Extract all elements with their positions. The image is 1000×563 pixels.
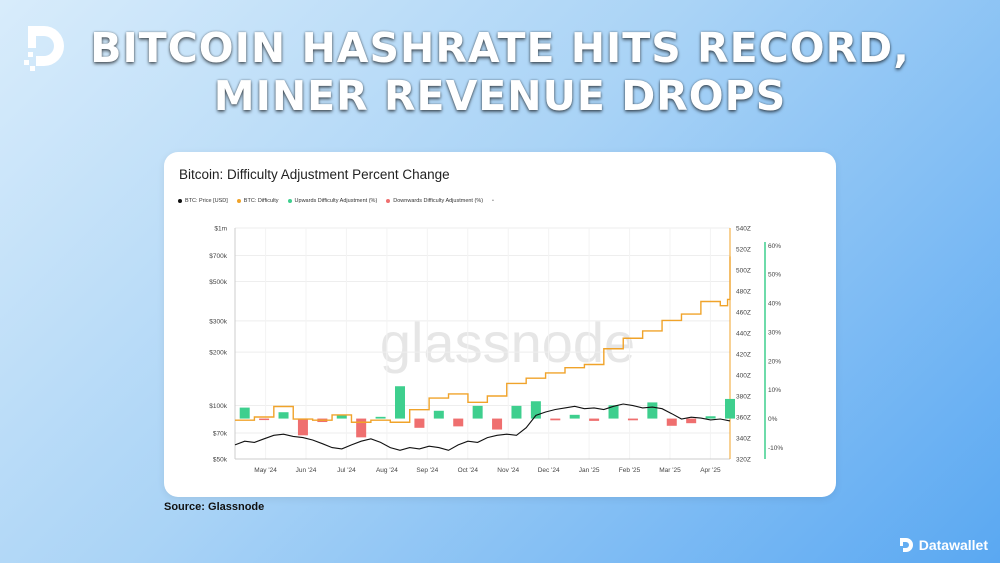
y-right-tick-label: -10% [768, 445, 783, 452]
legend-item-3[interactable]: Downwards Difficulty Adjustment (%) [386, 198, 483, 204]
headline-line-1: BITCOIN HASHRATE HITS RECORD, [90, 24, 910, 72]
adjustment-bar [433, 410, 444, 419]
legend-label: BTC: Difficulty [243, 198, 279, 204]
x-tick-label: Jan '25 [579, 467, 600, 474]
adjustment-bar [472, 405, 483, 419]
x-tick-label: Feb '25 [619, 467, 641, 474]
adjustment-bar [627, 418, 638, 421]
x-tick-label: Nov '24 [497, 467, 519, 474]
y-mid-tick-label: 340Z [736, 436, 751, 443]
datawallet-logo-icon [24, 26, 64, 71]
legend-swatch [386, 199, 391, 203]
adjustment-bar [608, 405, 619, 419]
adjustment-bar [453, 418, 464, 427]
y-mid-tick-label: 320Z [736, 457, 751, 464]
adjustment-bar [239, 407, 250, 419]
y-right-tick-label: 10% [768, 387, 781, 394]
adjustment-bar [414, 418, 425, 428]
x-tick-label: Sep '24 [416, 467, 438, 474]
chart-card: Bitcoin: Difficulty Adjustment Percent C… [164, 152, 836, 497]
legend-swatch [236, 199, 241, 203]
y-right-tick-label: 30% [768, 329, 781, 336]
adjustment-bar [705, 416, 716, 419]
adjustment-bar [686, 418, 697, 424]
x-tick-label: Jul '24 [337, 467, 356, 474]
y-mid-tick-label: 440Z [736, 331, 751, 338]
price-line [234, 403, 731, 451]
x-tick-label: Aug '24 [376, 467, 398, 474]
legend-more[interactable]: • [492, 198, 494, 204]
chart-plot: glassnode $1m $700k $500k $300k $200k $100k $70… [209, 226, 783, 475]
y-left-tick-label: $200k [209, 350, 227, 357]
x-tick-label: Dec '24 [538, 467, 560, 474]
y-mid-tick-label: 420Z [736, 352, 751, 359]
adjustment-bar [647, 402, 658, 419]
adjustment-bar [297, 418, 308, 436]
legend-label: Downwards Difficulty Adjustment (%) [393, 198, 484, 204]
y-right-tick-label: 50% [768, 272, 781, 279]
x-tick-label: Jun '24 [296, 467, 317, 474]
chart-title: Bitcoin: Difficulty Adjustment Percent C… [179, 167, 450, 182]
y-right-tick-label: 20% [768, 358, 781, 365]
legend-label: Upwards Difficulty Adjustment (%) [294, 198, 378, 204]
y-mid-tick-label: 380Z [736, 394, 751, 401]
chart-legend: BTC: Price [USD] BTC: Difficulty Upwards D… [178, 198, 494, 204]
y-mid-tick-label: 360Z [736, 415, 751, 422]
adjustment-bar [589, 418, 600, 421]
adjustment-bar [725, 398, 735, 419]
y-mid-tick-label: 460Z [736, 310, 751, 317]
y-left-tick-label: $1m [214, 226, 227, 233]
adjustment-bar [511, 405, 522, 419]
datawallet-brand-icon [899, 538, 913, 552]
adjustment-bar [356, 418, 367, 438]
brand-name: Datawallet [918, 537, 988, 553]
y-left-tick-label: $300k [209, 318, 227, 325]
headline-line-2: MINER REVENUE DROPS [213, 72, 787, 120]
adjustment-bar [336, 414, 347, 419]
source-caption: Source: Glassnode [164, 501, 265, 513]
y-left-tick-label: $100k [209, 403, 227, 410]
y-mid-tick-label: 540Z [736, 226, 751, 233]
y-left-tick-label: $70k [213, 431, 228, 438]
legend-label: BTC: Price [USD] [185, 198, 228, 204]
legend-swatch [287, 199, 292, 203]
legend-item-1[interactable]: BTC: Difficulty [236, 198, 279, 204]
difficulty-line [235, 256, 731, 423]
y-mid-tick-label: 400Z [736, 373, 751, 380]
y-left-tick-label: $50k [213, 457, 228, 464]
y-mid-tick-label: 480Z [736, 289, 751, 296]
adjustment-bar [395, 386, 405, 419]
adjustment-bar [259, 418, 270, 421]
y-mid-tick-label: 500Z [736, 268, 751, 275]
adjustment-bar [550, 418, 561, 421]
brand: Datawallet [898, 537, 988, 553]
adjustment-bar [530, 401, 541, 419]
legend-item-2[interactable]: Upwards Difficulty Adjustment (%) [287, 198, 378, 204]
legend-swatch [178, 199, 182, 203]
y-right-tick-label: 60% [768, 243, 781, 250]
y-right-tick-label: 0% [768, 416, 778, 423]
y-right-tick-label: 40% [768, 301, 781, 308]
y-left-tick-label: $700k [209, 253, 227, 260]
watermark-text: glassnode [380, 311, 635, 374]
x-tick-label: Mar '25 [659, 467, 681, 474]
x-tick-label: Apr '25 [700, 467, 721, 474]
x-tick-label: Oct '24 [458, 467, 479, 474]
adjustment-bar [375, 416, 386, 419]
x-tick-label: May '24 [254, 467, 277, 474]
adjustment-bar [569, 414, 580, 419]
adjustment-bar [492, 418, 503, 430]
y-left-tick-label: $500k [209, 279, 227, 286]
adjustment-bar [666, 418, 677, 426]
adjustment-bar [278, 412, 289, 419]
y-mid-tick-label: 520Z [736, 247, 751, 254]
legend-item-0[interactable]: BTC: Price [USD] [178, 198, 228, 204]
